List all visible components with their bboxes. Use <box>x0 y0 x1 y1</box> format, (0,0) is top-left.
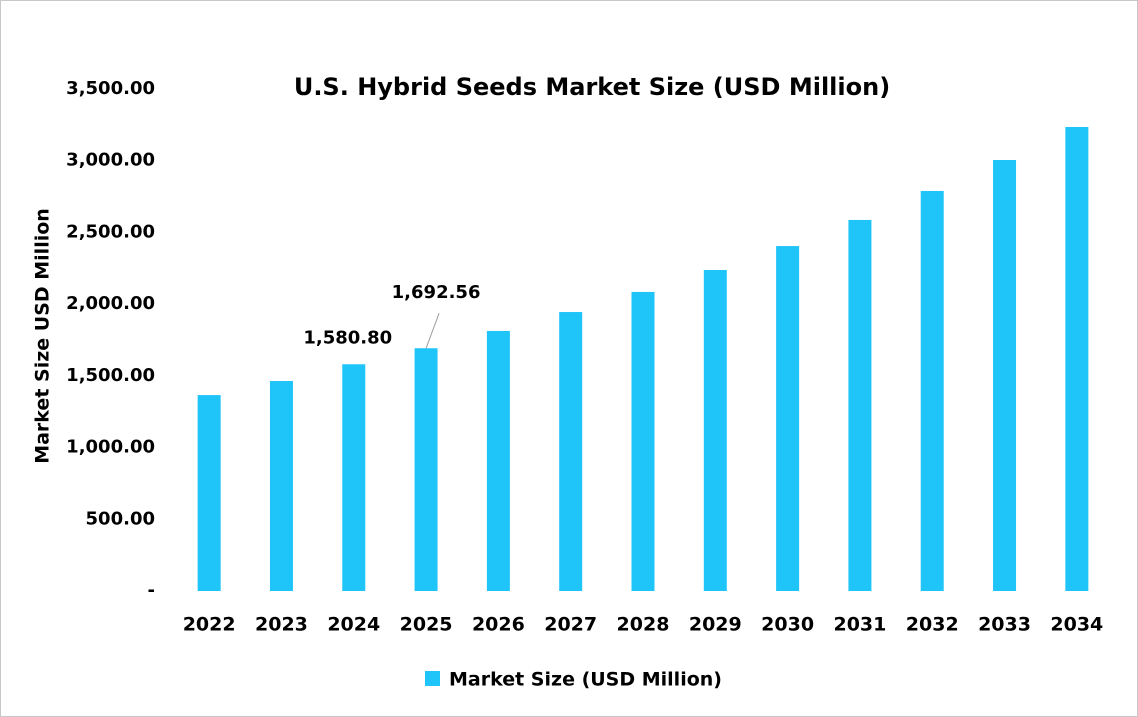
y-tick-label: 2,000.00 <box>66 293 155 314</box>
y-tick-label: 3,000.00 <box>66 150 155 171</box>
bar <box>342 364 366 591</box>
x-tick-label: 2031 <box>833 614 886 636</box>
x-tick-label: 2024 <box>327 614 380 636</box>
y-tick-label: 1,500.00 <box>66 365 155 386</box>
bar <box>414 348 438 591</box>
bar <box>848 219 872 591</box>
x-tick-label: 2029 <box>689 614 742 636</box>
x-tick-label: 2025 <box>400 614 453 636</box>
y-tick-label: 1,000.00 <box>66 437 155 458</box>
bar <box>993 159 1017 592</box>
y-tick-label: - <box>148 580 155 601</box>
data-label: 1,692.56 <box>392 282 481 303</box>
x-tick-label: 2034 <box>1050 614 1103 636</box>
x-tick-label: 2022 <box>183 614 236 636</box>
bar <box>920 190 944 591</box>
x-tick-label: 2032 <box>906 614 959 636</box>
legend-label: Market Size (USD Million) <box>449 669 722 691</box>
bar <box>486 330 510 591</box>
bar <box>703 270 727 591</box>
bar <box>197 395 221 591</box>
y-axis-title: Market Size USD Million <box>32 208 54 464</box>
x-tick-label: 2028 <box>617 614 670 636</box>
x-tick-label: 2023 <box>255 614 308 636</box>
leader-line <box>425 313 440 349</box>
legend-swatch <box>425 671 440 686</box>
y-tick-label: 2,500.00 <box>66 221 155 242</box>
data-label: 1,580.80 <box>303 327 392 348</box>
chart-title: U.S. Hybrid Seeds Market Size (USD Milli… <box>294 73 890 101</box>
bar <box>776 246 800 591</box>
y-tick-label: 3,500.00 <box>66 78 155 99</box>
x-tick-label: 2027 <box>544 614 597 636</box>
bar <box>1065 127 1089 591</box>
bar <box>631 291 655 591</box>
bar <box>559 312 583 591</box>
bar <box>269 381 293 591</box>
y-tick-label: 500.00 <box>86 508 155 529</box>
x-tick-label: 2030 <box>761 614 814 636</box>
x-tick-label: 2026 <box>472 614 525 636</box>
x-tick-label: 2033 <box>978 614 1031 636</box>
